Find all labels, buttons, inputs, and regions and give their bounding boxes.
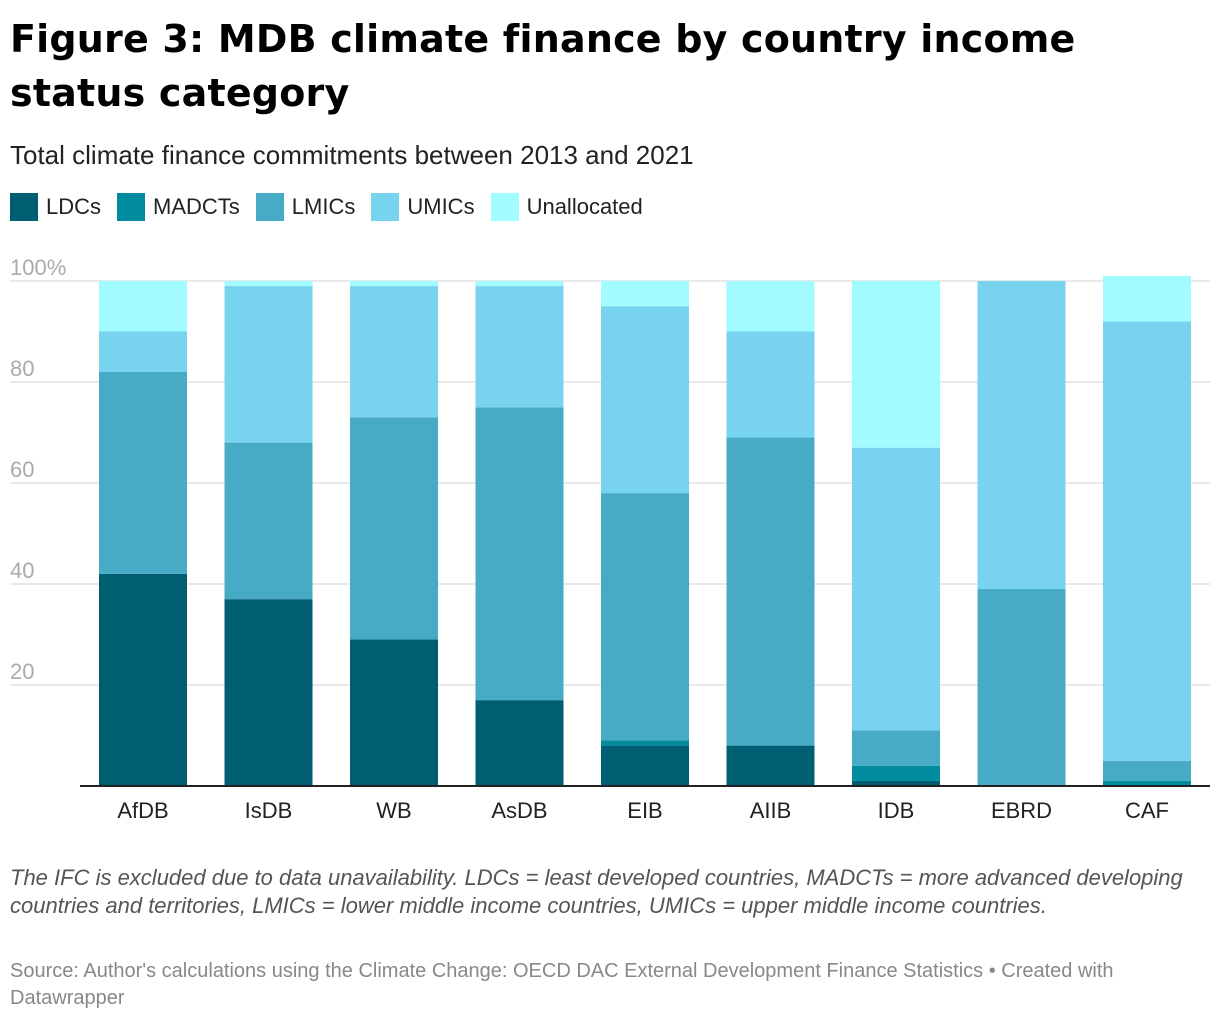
bar-segment-ldcs-isdb [224, 599, 313, 786]
bar-segment-lmics-ebrd [977, 589, 1066, 786]
stacked-bar-chart: 20 40 60 80 100% AfDB IsDB WB AsDB EIB AIIB IDB EBRD… [10, 255, 1210, 823]
bar-segment-lmics-aiib [726, 437, 815, 746]
bar-segment-madcts-eib [601, 740, 689, 746]
bar-segment-umics-afdb [99, 331, 187, 372]
x-tick-label: WB [376, 798, 411, 823]
bar-segment-ldcs-aiib [726, 745, 815, 786]
legend-swatch [255, 193, 284, 221]
x-tick-label: CAF [1125, 798, 1169, 823]
y-tick-label: 100% [10, 255, 66, 280]
bar-segment-unallocated-asdb [475, 281, 564, 287]
chart-subtitle: Total climate finance commitments betwee… [10, 140, 694, 170]
chart-notes: The IFC is excluded due to data unavaila… [10, 865, 1183, 918]
bar-segment-umics-aiib [726, 331, 815, 438]
x-tick-label: EIB [627, 798, 662, 823]
bar-segment-umics-caf [1103, 321, 1191, 761]
y-tick-label: 20 [10, 659, 34, 684]
x-tick-label: EBRD [991, 798, 1052, 823]
x-tick-label: AIIB [750, 798, 792, 823]
bar-segment-unallocated-eib [601, 281, 689, 307]
bar-segment-unallocated-isdb [224, 281, 313, 287]
bar-segment-unallocated-wb [350, 281, 438, 287]
legend-swatch [490, 193, 519, 221]
bar-segment-unallocated-caf [1103, 275, 1191, 322]
bar-segment-lmics-wb [350, 417, 438, 640]
bar-segment-lmics-eib [601, 493, 689, 741]
bar-segment-umics-eib [601, 306, 689, 494]
x-tick-label: AfDB [117, 798, 168, 823]
bar-segment-umics-isdb [224, 286, 313, 443]
bar-segment-madcts-caf [1103, 780, 1191, 786]
legend: LDCs MADCTs LMICs UMICs Unallocated [10, 193, 659, 221]
legend-label: LMICs [291, 194, 356, 219]
legend-item-umics: UMICs [371, 193, 475, 221]
bar-segment-unallocated-idb [852, 281, 940, 448]
legend-label: Unallocated [526, 194, 643, 219]
bar-segment-umics-idb [852, 447, 940, 731]
x-tick-label: IsDB [245, 798, 293, 823]
y-tick-label: 40 [10, 558, 34, 583]
chart-source: Source: Author's calculations using the … [10, 960, 1114, 1009]
bar-segment-umics-asdb [475, 286, 564, 408]
x-tick-label: IDB [878, 798, 915, 823]
bar-segment-ldcs-idb [852, 780, 940, 786]
legend-label: UMICs [407, 194, 475, 219]
legend-swatch [10, 193, 38, 221]
bar-segment-lmics-isdb [224, 442, 313, 600]
bar-segment-lmics-asdb [475, 407, 564, 701]
y-tick-label: 80 [10, 356, 34, 381]
legend-label: MADCTs [153, 194, 240, 219]
legend-item-lmics: LMICs [255, 193, 356, 221]
bar-segment-lmics-caf [1103, 760, 1191, 781]
bar-segment-umics-wb [350, 286, 438, 418]
bar-segment-umics-ebrd [977, 281, 1066, 590]
bar-segment-lmics-afdb [99, 371, 187, 574]
bar-segment-lmics-idb [852, 730, 940, 766]
legend-item-unallocated: Unallocated [490, 193, 643, 221]
bar-segment-unallocated-afdb [99, 281, 187, 332]
legend-item-ldcs: LDCs [10, 193, 101, 221]
bar-segment-ldcs-asdb [475, 700, 564, 786]
legend-label: LDCs [46, 194, 102, 219]
bar-segment-ldcs-eib [601, 745, 689, 786]
legend-swatch [371, 193, 400, 221]
y-tick-label: 60 [10, 457, 34, 482]
bar-segment-madcts-idb [852, 765, 940, 781]
bar-segment-unallocated-aiib [726, 281, 815, 332]
x-tick-label: AsDB [491, 798, 547, 823]
bar-segment-ldcs-afdb [99, 573, 187, 786]
legend-swatch [117, 193, 146, 221]
chart-title: Figure 3: MDB climate finance by country… [10, 17, 1076, 115]
legend-item-madcts: MADCTs [117, 193, 240, 221]
bar-segment-ldcs-wb [350, 639, 438, 786]
